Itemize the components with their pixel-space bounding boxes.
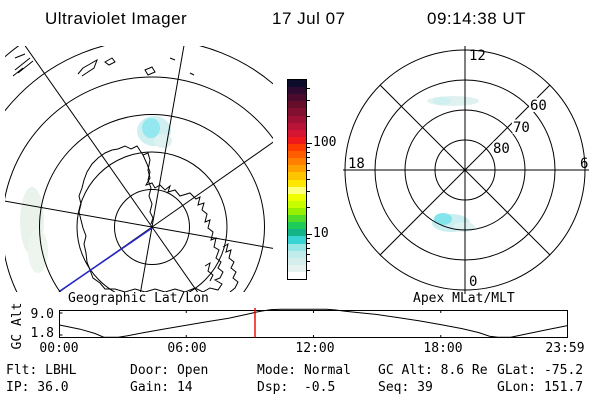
header-date: 17 Jul 07	[272, 9, 346, 28]
map-coastlines	[12, 53, 239, 292]
colorbar-tick-label-100: 100	[313, 135, 337, 150]
island-speck-2	[189, 72, 195, 76]
time-panel-ticks	[59, 310, 442, 338]
antarctica-coastline	[78, 145, 224, 292]
gc-alt-time-panel	[58, 308, 569, 338]
mlt-label-18: 18	[348, 156, 365, 172]
status-flt: Flt: LBHL	[6, 363, 77, 378]
polar-mlat-mlt-grid	[343, 46, 589, 294]
apex-polar-panel: 12 18 6 0 80 70 60	[343, 46, 589, 294]
status-glat: GLat: -75.2	[497, 363, 584, 378]
xtick-1800: 18:00	[423, 341, 463, 356]
geographic-map-panel	[5, 46, 273, 292]
satellite-track-line	[59, 227, 153, 292]
coast-islands-bottom-right	[222, 242, 239, 292]
page-title: Ultraviolet Imager	[45, 9, 188, 28]
gc-alt-curve	[58, 308, 569, 338]
time-panel-frame	[59, 310, 568, 338]
map-latlon-grid	[5, 46, 273, 292]
status-gcalt: GC Alt: 8.6 Re	[378, 363, 488, 378]
map-aurora-patch-left	[20, 187, 48, 273]
status-dsp: Dsp: -0.5	[257, 380, 336, 395]
status-seq: Seq: 39	[378, 380, 433, 395]
new-zealand-north-island	[104, 57, 116, 66]
gc-alt-axis-label: GC Alt	[10, 302, 25, 350]
status-door: Door: Open	[130, 363, 209, 378]
xtick-1200: 12:00	[295, 341, 335, 356]
xtick-2359: 23:59	[545, 341, 585, 356]
status-gain: Gain: 14	[130, 380, 193, 395]
map-aurora-patch-top	[137, 116, 172, 148]
xtick-0000: 00:00	[39, 341, 79, 356]
map-panel-caption: Geographic Lat/Lon	[68, 291, 209, 306]
coast-detail-bottom	[204, 261, 214, 282]
status-glon: GLon: 151.7	[497, 380, 584, 395]
gc-alt-tick-1.8: 1.8	[30, 326, 54, 341]
status-mode: Mode: Normal	[257, 363, 351, 378]
mlt-label-0: 0	[469, 274, 477, 290]
tasmania-fragment	[12, 53, 34, 77]
status-ip: IP: 36.0	[6, 380, 69, 395]
mlt-label-12: 12	[469, 48, 486, 64]
ross-sea-coast-detail	[142, 154, 154, 225]
mlt-label-6: 6	[580, 156, 588, 172]
new-zealand-south-island	[77, 58, 98, 77]
colorbar-tick-label-10: 10	[313, 226, 329, 241]
header-time: 09:14:38 UT	[427, 9, 527, 28]
polar-aurora-patch-top	[427, 96, 479, 106]
polar-panel-caption: Apex MLat/MLT	[413, 291, 515, 306]
polar-aurora-patch-bottom	[432, 213, 475, 232]
mlat-ring-label-80: 80	[493, 141, 510, 157]
gc-alt-tick-9: 9.0	[30, 307, 54, 322]
mlat-ring-label-60: 60	[530, 98, 547, 114]
mlat-ring-label-70: 70	[513, 120, 530, 136]
island-top-center	[144, 66, 156, 76]
xtick-0600: 06:00	[167, 341, 207, 356]
island-speck-1	[169, 57, 176, 61]
colorbar	[287, 79, 307, 280]
colorbar-unit-label: photon cm-2s-1	[267, 108, 307, 284]
